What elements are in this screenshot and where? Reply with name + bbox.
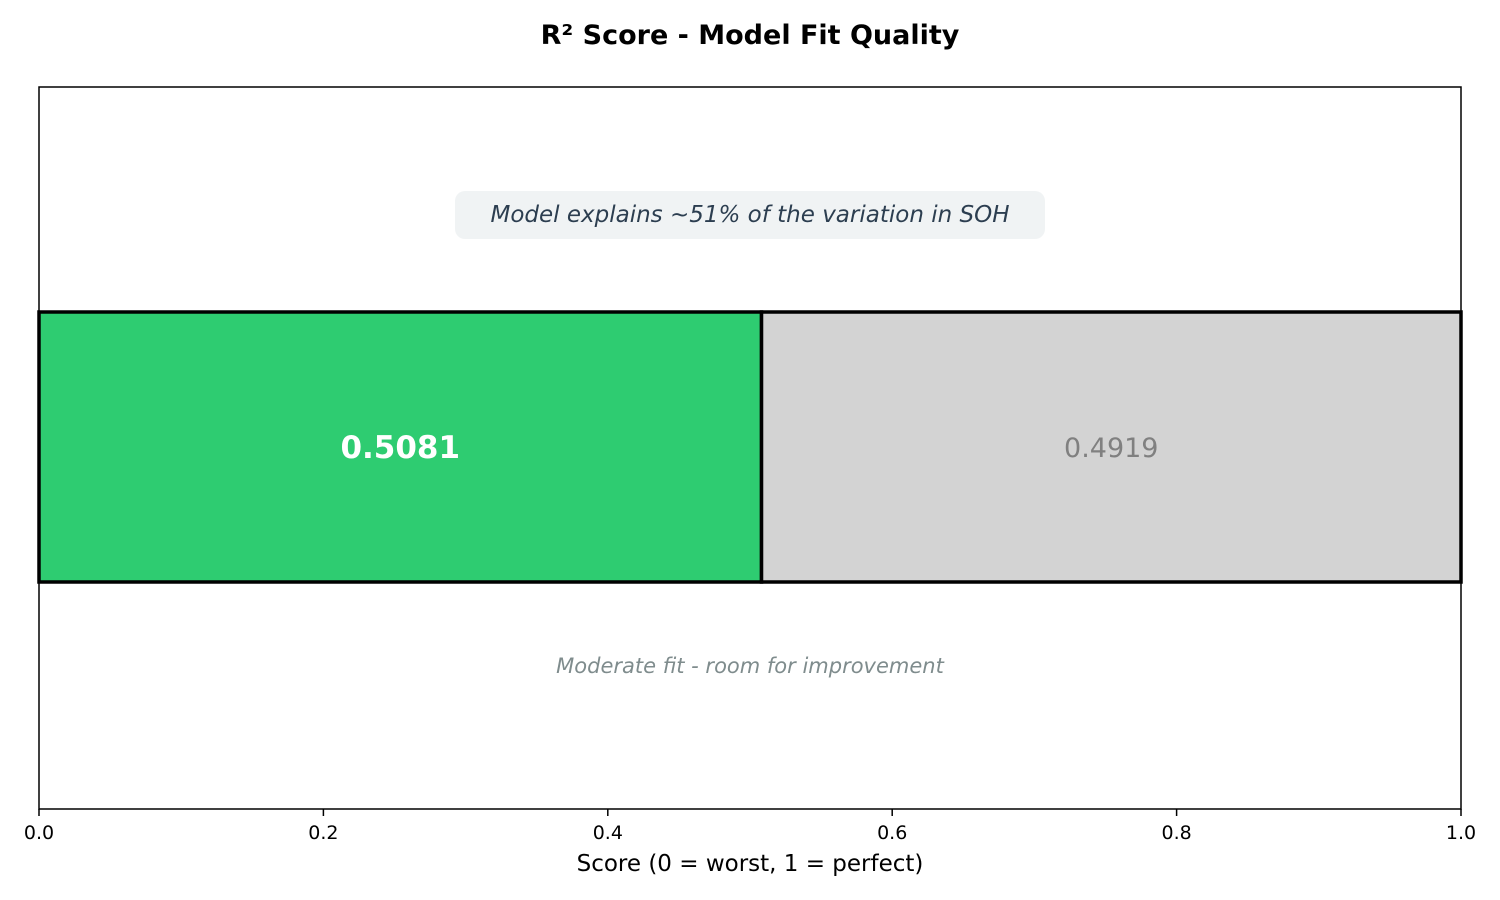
x-axis: 0.0 0.2 0.4 0.6 0.8 1.0 [24, 809, 1476, 844]
fit-note: Moderate fit - room for improvement [556, 654, 944, 678]
x-tick-label: 0.2 [308, 822, 338, 844]
chart-title: R² Score - Model Fit Quality [541, 20, 960, 51]
bar-r2-score [37, 310, 764, 584]
x-tick-label: 0.0 [24, 822, 54, 844]
x-tick-label: 1.0 [1446, 822, 1476, 844]
annotation-text: Model explains ~51% of the variation in … [490, 202, 1009, 228]
x-tick-label: 0.6 [877, 822, 907, 844]
x-axis-label: Score (0 = worst, 1 = perfect) [577, 851, 924, 877]
x-tick-label: 0.8 [1161, 822, 1191, 844]
bar-label-remainder: 0.4919 [1064, 433, 1158, 464]
bar-remainder [759, 310, 1463, 584]
bar-group [37, 310, 1463, 584]
bar-label-r2: 0.5081 [340, 430, 460, 466]
annotation-box [455, 191, 1045, 239]
x-tick-label: 0.4 [593, 822, 623, 844]
